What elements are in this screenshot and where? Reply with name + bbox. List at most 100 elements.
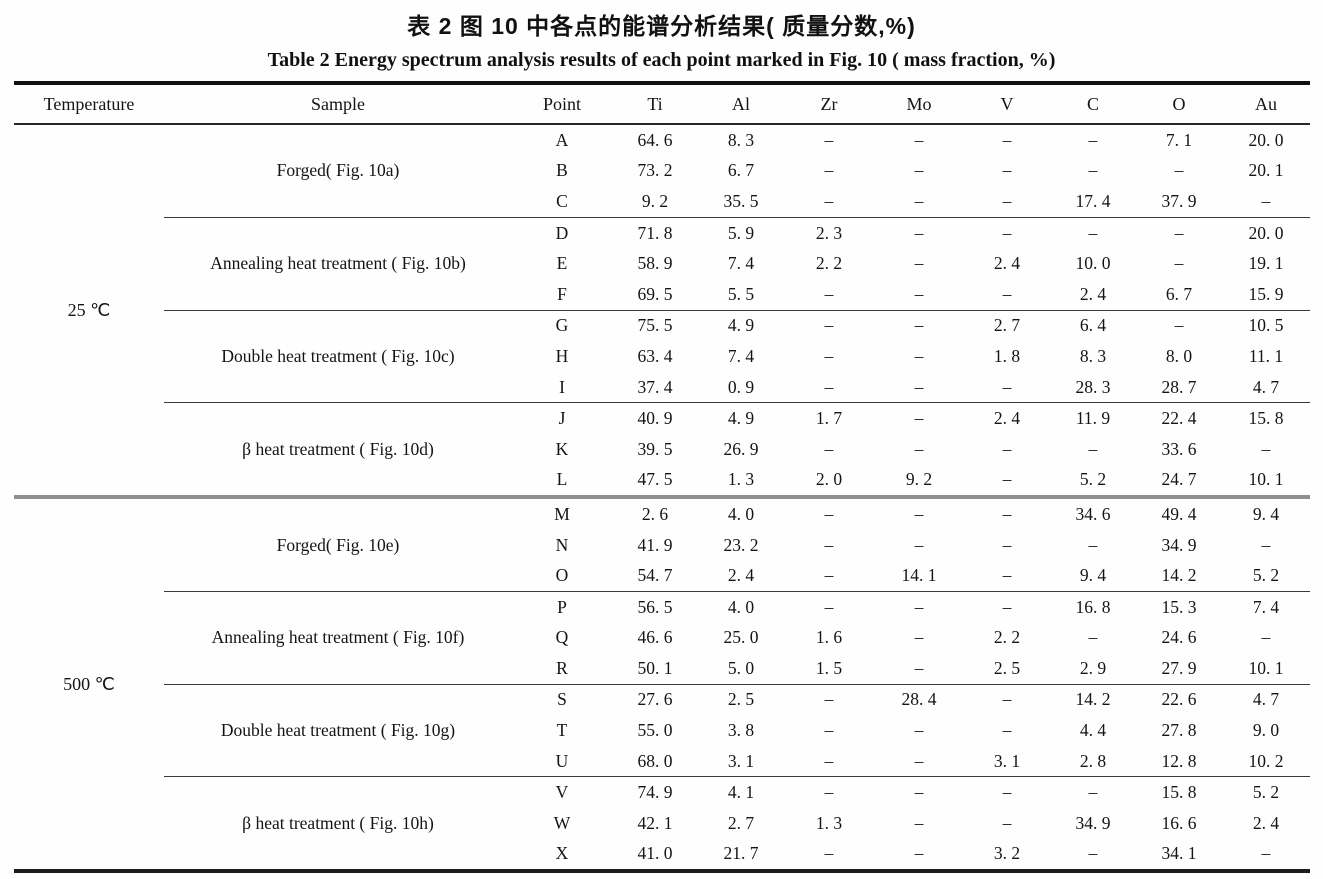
value-cell-mo: – [914, 253, 924, 274]
column-header-v: V [964, 83, 1050, 125]
value-cell-au: 20. 1 [1248, 160, 1284, 181]
point-cell: M [512, 495, 612, 530]
table-header-row: Temperature Sample Point Ti Al Zr Mo V C O Au [14, 83, 1310, 125]
point-cell: B [556, 160, 568, 181]
value-cell-zr: – [784, 495, 874, 530]
sample-cell: Forged( Fig. 10a) [276, 160, 400, 181]
value-cell-al: 3. 8 [727, 720, 755, 741]
value-cell-ti: 9. 2 [641, 190, 669, 211]
column-header-sample: Sample [164, 83, 512, 125]
value-cell-o: 24. 6 [1161, 627, 1197, 648]
table-row: U 68. 0 3. 1 – – 3. 1 2. 8 12. 8 10. 2 [14, 746, 1310, 777]
results-table: Temperature Sample Point Ti Al Zr Mo V C O Au 25 ℃… [14, 81, 1310, 874]
value-cell-v: – [1002, 469, 1012, 490]
value-cell-c: – [1050, 216, 1136, 249]
table-row: E 58. 9 7. 4 2. 2 – 2. 4 10. 0 – 19. 1 [14, 248, 1310, 279]
sample-cell: Double heat treatment ( Fig. 10c) [164, 309, 512, 403]
table-row: F 69. 5 5. 5 – – – 2. 4 6. 7 15. 9 [14, 279, 1310, 310]
point-cell: C [556, 190, 568, 211]
value-cell-v: 1. 8 [993, 345, 1021, 366]
point-cell: X [555, 843, 569, 864]
column-header-temperature: Temperature [14, 83, 164, 125]
value-cell-o: 27. 8 [1161, 720, 1197, 741]
value-cell-au: 4. 7 [1222, 683, 1310, 716]
value-cell-ti: 42. 1 [637, 812, 673, 833]
table-row: Annealing heat treatment ( Fig. 10f) P 56.… [14, 590, 1310, 685]
sample-cell: β heat treatment ( Fig. 10d) [164, 402, 512, 498]
value-cell-v: 2. 5 [993, 657, 1021, 678]
point-cell: P [512, 590, 612, 623]
value-cell-ti: 73. 2 [637, 160, 673, 181]
value-cell-c: 34. 9 [1075, 812, 1111, 833]
value-cell-ti: 75. 5 [612, 309, 698, 342]
value-cell-zr: – [784, 776, 874, 809]
value-cell-c: 4. 4 [1079, 720, 1107, 741]
value-cell-zr: – [784, 309, 874, 342]
value-cell-v: – [1002, 565, 1012, 586]
value-cell-v: – [964, 216, 1050, 249]
value-cell-al: 5. 0 [727, 657, 755, 678]
value-cell-au: – [1261, 534, 1271, 555]
table-row: T 55. 0 3. 8 – – – 4. 4 27. 8 9. 0 [14, 715, 1310, 746]
value-cell-ti: 64. 6 [637, 129, 673, 150]
value-cell-ti: 40. 9 [612, 402, 698, 434]
value-cell-au: 5. 2 [1222, 776, 1310, 809]
value-cell-al: 4. 9 [698, 309, 784, 342]
column-header-o: O [1136, 83, 1222, 125]
value-cell-o: – [1136, 216, 1222, 249]
table-row: O 54. 7 2. 4 – 14. 1 – 9. 4 14. 2 5. 2 [14, 560, 1310, 591]
value-cell-al: 35. 5 [723, 190, 759, 211]
value-cell-mo: – [914, 627, 924, 648]
column-header-mo: Mo [874, 83, 964, 125]
value-cell-c: 2. 4 [1079, 283, 1107, 304]
value-cell-mo: – [914, 750, 924, 771]
value-cell-ti: 50. 1 [637, 657, 673, 678]
value-cell-zr: – [824, 438, 834, 459]
value-cell-v: 3. 1 [993, 750, 1021, 771]
value-cell-mo: – [874, 776, 964, 809]
value-cell-o: 6. 7 [1165, 283, 1193, 304]
value-cell-mo: 14. 1 [901, 565, 937, 586]
value-cell-c: – [1088, 843, 1098, 864]
value-cell-ti: 56. 5 [612, 590, 698, 623]
value-cell-v: – [1002, 812, 1012, 833]
value-cell-v: – [1002, 283, 1012, 304]
table-row: L 47. 5 1. 3 2. 0 9. 2 – 5. 2 24. 7 10. 1 [14, 465, 1310, 498]
value-cell-ti: 69. 5 [637, 283, 673, 304]
value-cell-al: 1. 3 [727, 469, 755, 490]
table-row: N 41. 9 23. 2 – – – – 34. 9 – [14, 530, 1310, 561]
value-cell-mo: – [914, 657, 924, 678]
value-cell-au: 11. 1 [1248, 345, 1284, 366]
value-cell-ti: 55. 0 [637, 720, 673, 741]
value-cell-mo: – [914, 345, 924, 366]
value-cell-v: – [964, 683, 1050, 716]
table-row: R 50. 1 5. 0 1. 5 – 2. 5 2. 9 27. 9 10. 1 [14, 653, 1310, 684]
value-cell-al: 2. 4 [727, 565, 755, 586]
table-row: W 42. 1 2. 7 1. 3 – – 34. 9 16. 6 2. 4 [14, 808, 1310, 839]
point-cell: F [557, 283, 567, 304]
value-cell-c: – [1088, 129, 1098, 150]
value-cell-zr: – [824, 534, 834, 555]
value-cell-mo: 9. 2 [905, 469, 933, 490]
value-cell-mo: – [874, 495, 964, 530]
table-row: C 9. 2 35. 5 – – – 17. 4 37. 9 – [14, 186, 1310, 217]
value-cell-au: 5. 2 [1252, 565, 1280, 586]
value-cell-v: – [1002, 190, 1012, 211]
value-cell-c: 9. 4 [1079, 565, 1107, 586]
value-cell-au: 19. 1 [1248, 253, 1284, 274]
value-cell-ti: 68. 0 [637, 750, 673, 771]
value-cell-c: 17. 4 [1075, 190, 1111, 211]
value-cell-al: 3. 1 [727, 750, 755, 771]
value-cell-zr: – [824, 720, 834, 741]
point-cell: E [556, 253, 568, 274]
value-cell-al: 6. 7 [727, 160, 755, 181]
table-row: I 37. 4 0. 9 – – – 28. 3 28. 7 4. 7 [14, 372, 1310, 403]
value-cell-al: 7. 4 [727, 345, 755, 366]
value-cell-o: 34. 1 [1161, 843, 1197, 864]
value-cell-c: – [1088, 534, 1098, 555]
value-cell-ti: 71. 8 [612, 216, 698, 249]
